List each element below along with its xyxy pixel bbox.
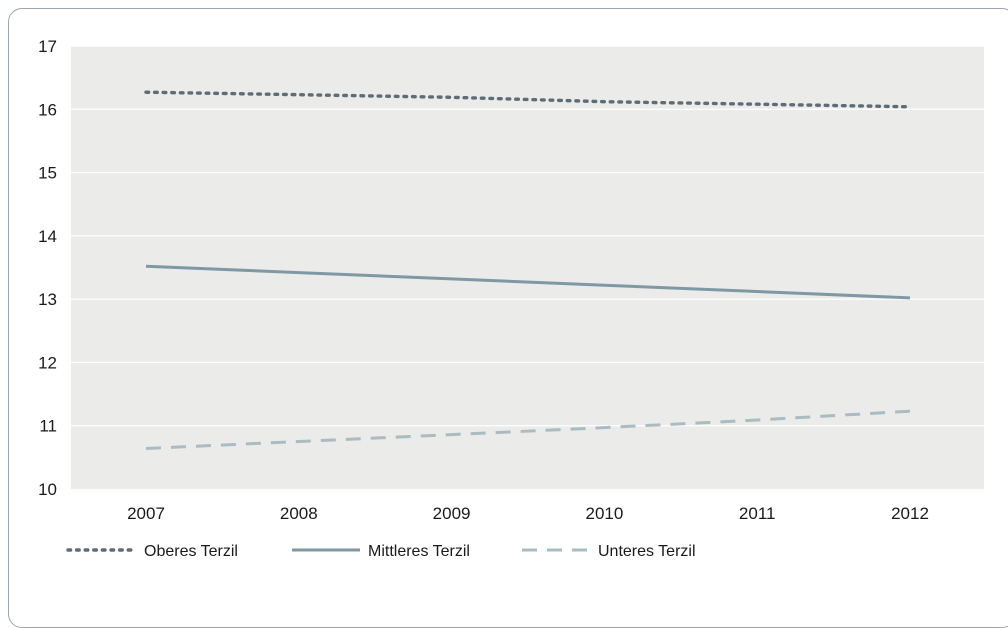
x-tick-label-2010: 2010 bbox=[585, 504, 623, 523]
x-tick-label-2011: 2011 bbox=[739, 504, 776, 523]
y-tick-label-17: 17 bbox=[38, 37, 57, 56]
x-tick-label-2008: 2008 bbox=[280, 504, 318, 523]
legend-label-3: Unteres Terzil bbox=[598, 543, 696, 560]
y-tick-label-11: 11 bbox=[39, 417, 57, 436]
y-tick-label-13: 13 bbox=[38, 290, 57, 309]
y-tick-label-14: 14 bbox=[38, 227, 57, 246]
y-tick-label-12: 12 bbox=[38, 353, 57, 372]
y-tick-label-15: 15 bbox=[38, 164, 57, 183]
x-tick-label-2012: 2012 bbox=[891, 504, 929, 523]
line-chart: 10 11 12 13 14 15 16 17 2007 2008 2009 2010 2011 2012… bbox=[0, 0, 1008, 601]
y-tick-label-16: 16 bbox=[38, 100, 57, 119]
x-tick-label-2009: 2009 bbox=[433, 504, 471, 523]
legend-label-1: Oberes Terzil bbox=[144, 543, 238, 560]
y-tick-label-10: 10 bbox=[38, 480, 57, 499]
x-tick-label-2007: 2007 bbox=[127, 504, 165, 523]
legend-label-2: Mittleres Terzil bbox=[368, 543, 470, 560]
